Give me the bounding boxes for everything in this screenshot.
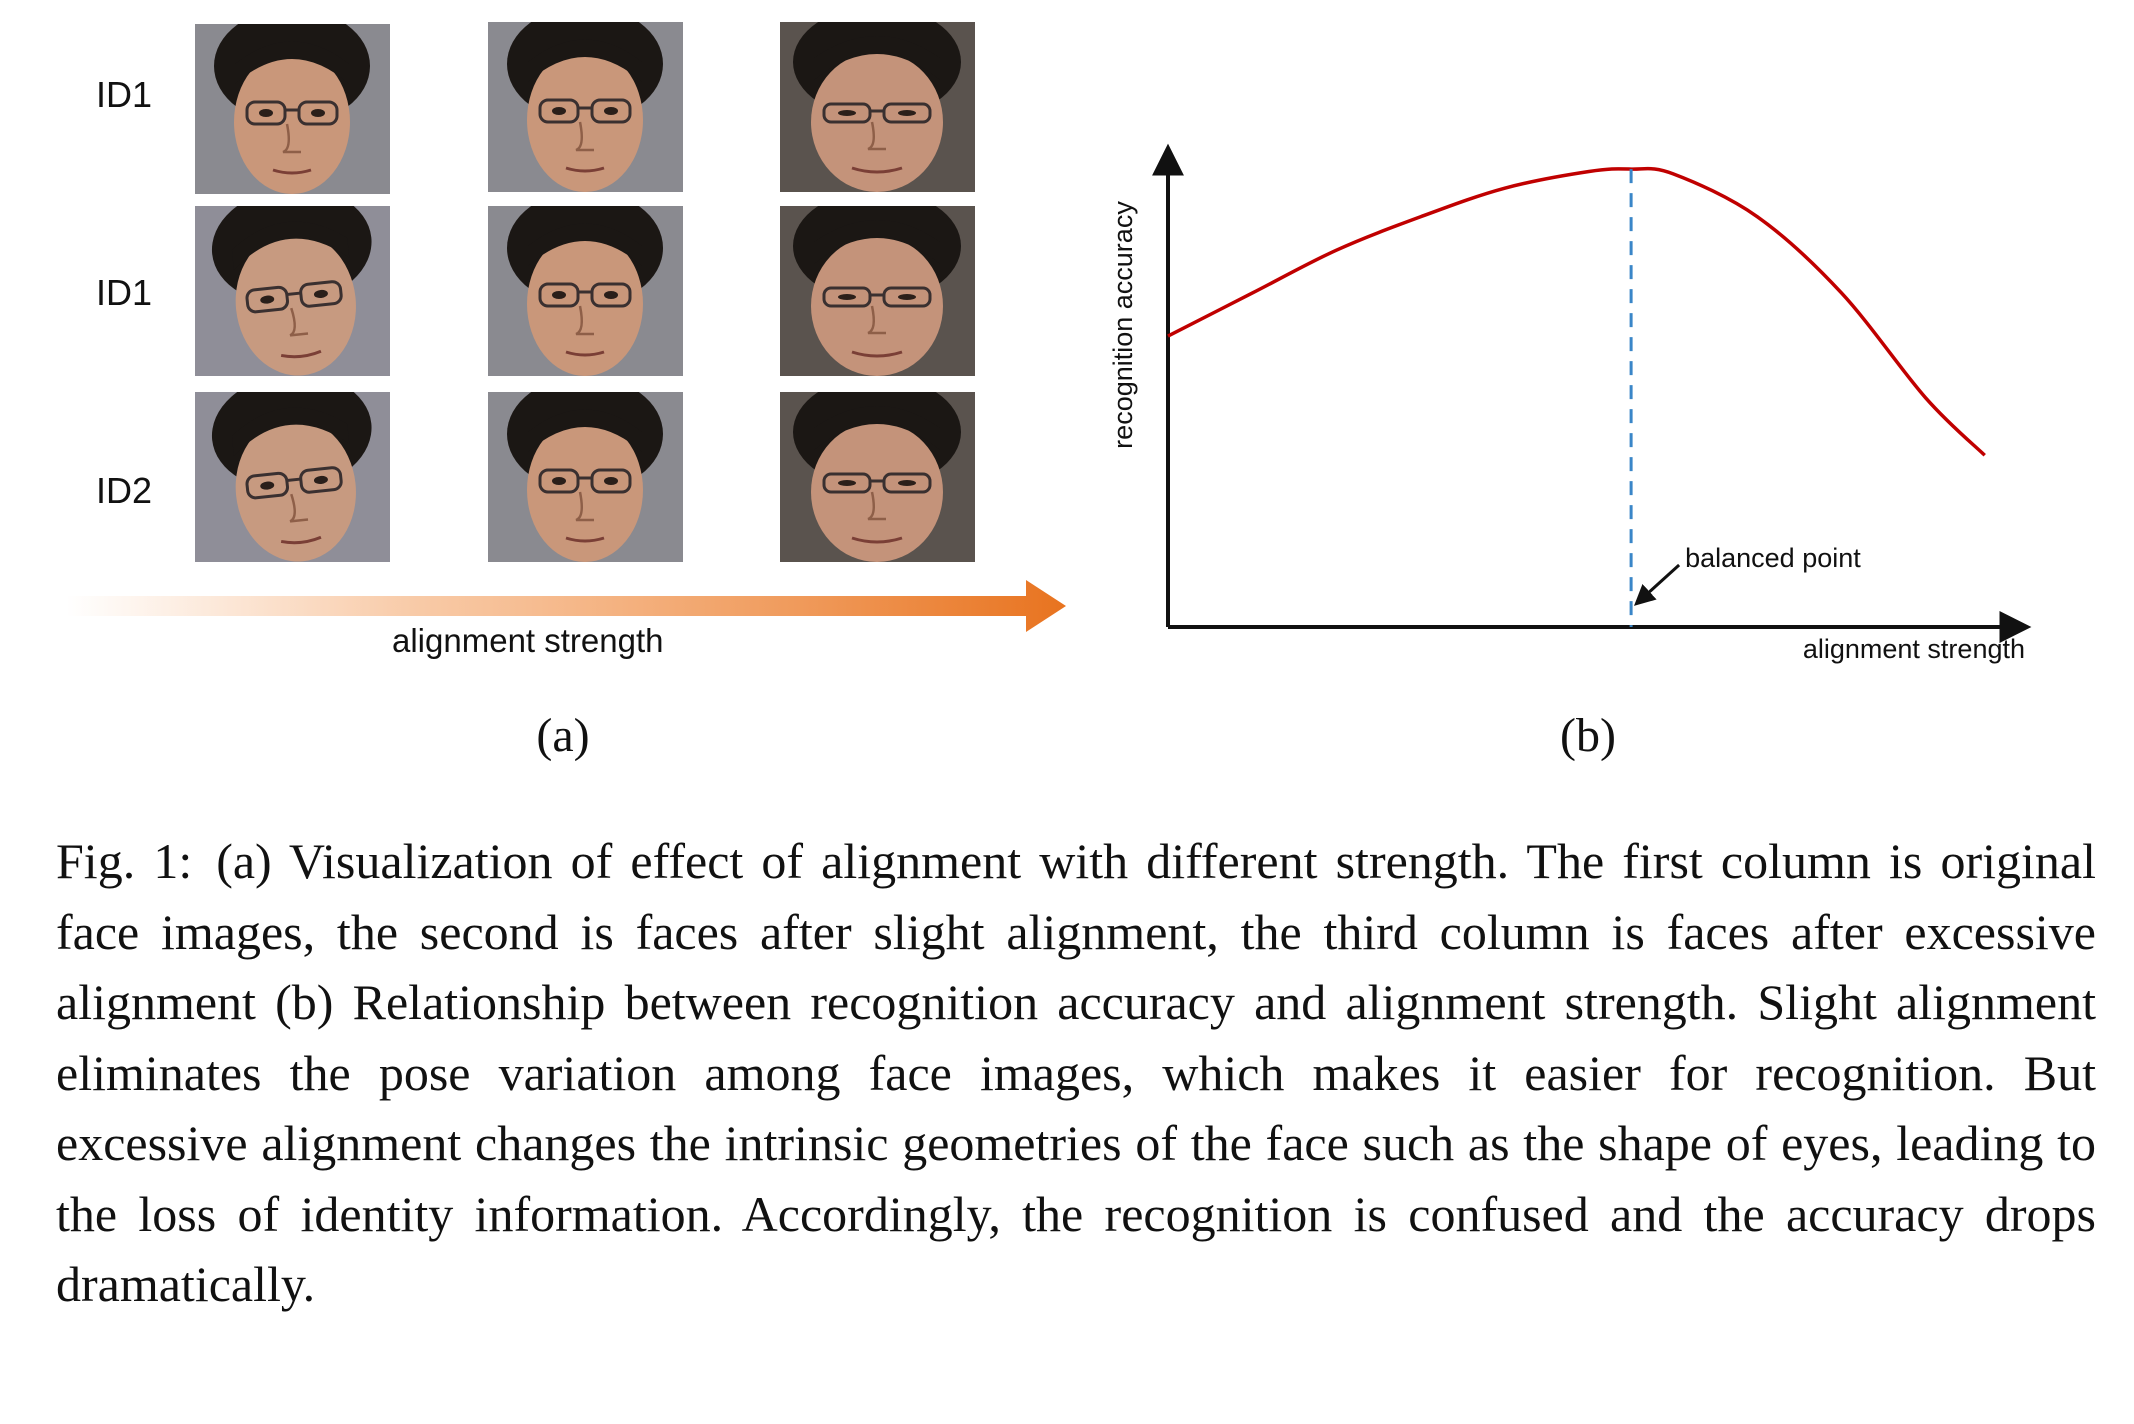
face-id1-slight: [488, 22, 683, 192]
caption-text: (a) Visualization of effect of alignment…: [56, 833, 2096, 1312]
panel-a-tag: (a): [536, 709, 590, 762]
alignment-strength-arrow: [66, 580, 1066, 632]
face-id2-excessive: [780, 392, 975, 562]
face-id1b-slight: [488, 206, 683, 376]
panel-b-tag: (b): [1560, 709, 1616, 762]
panel-b-chart: balanced point alignment strength recogn…: [1110, 143, 2032, 664]
balanced-point-label: balanced point: [1685, 543, 1861, 573]
face-id1-excessive: [780, 22, 975, 192]
balanced-point-arrow: [1633, 563, 1681, 606]
panel-a-axis-label: alignment strength: [392, 622, 664, 659]
row-label-2: ID1: [96, 272, 153, 313]
face-id2-slight: [488, 392, 683, 562]
accuracy-curve: [1167, 166, 1986, 457]
face-id1-original: [195, 24, 390, 194]
caption-label: Fig. 1:: [56, 833, 193, 889]
face-id1b-excessive: [780, 206, 975, 376]
x-axis-label: alignment strength: [1803, 634, 2025, 664]
row-label-3: ID2: [96, 470, 153, 511]
face-id1b-original: [195, 206, 390, 376]
figure-caption: Fig. 1: (a) Visualization of effect of al…: [56, 826, 2096, 1320]
face-id2-original: [195, 392, 390, 562]
row-label-1: ID1: [96, 74, 153, 115]
y-axis-label: recognition accuracy: [1110, 201, 1138, 449]
